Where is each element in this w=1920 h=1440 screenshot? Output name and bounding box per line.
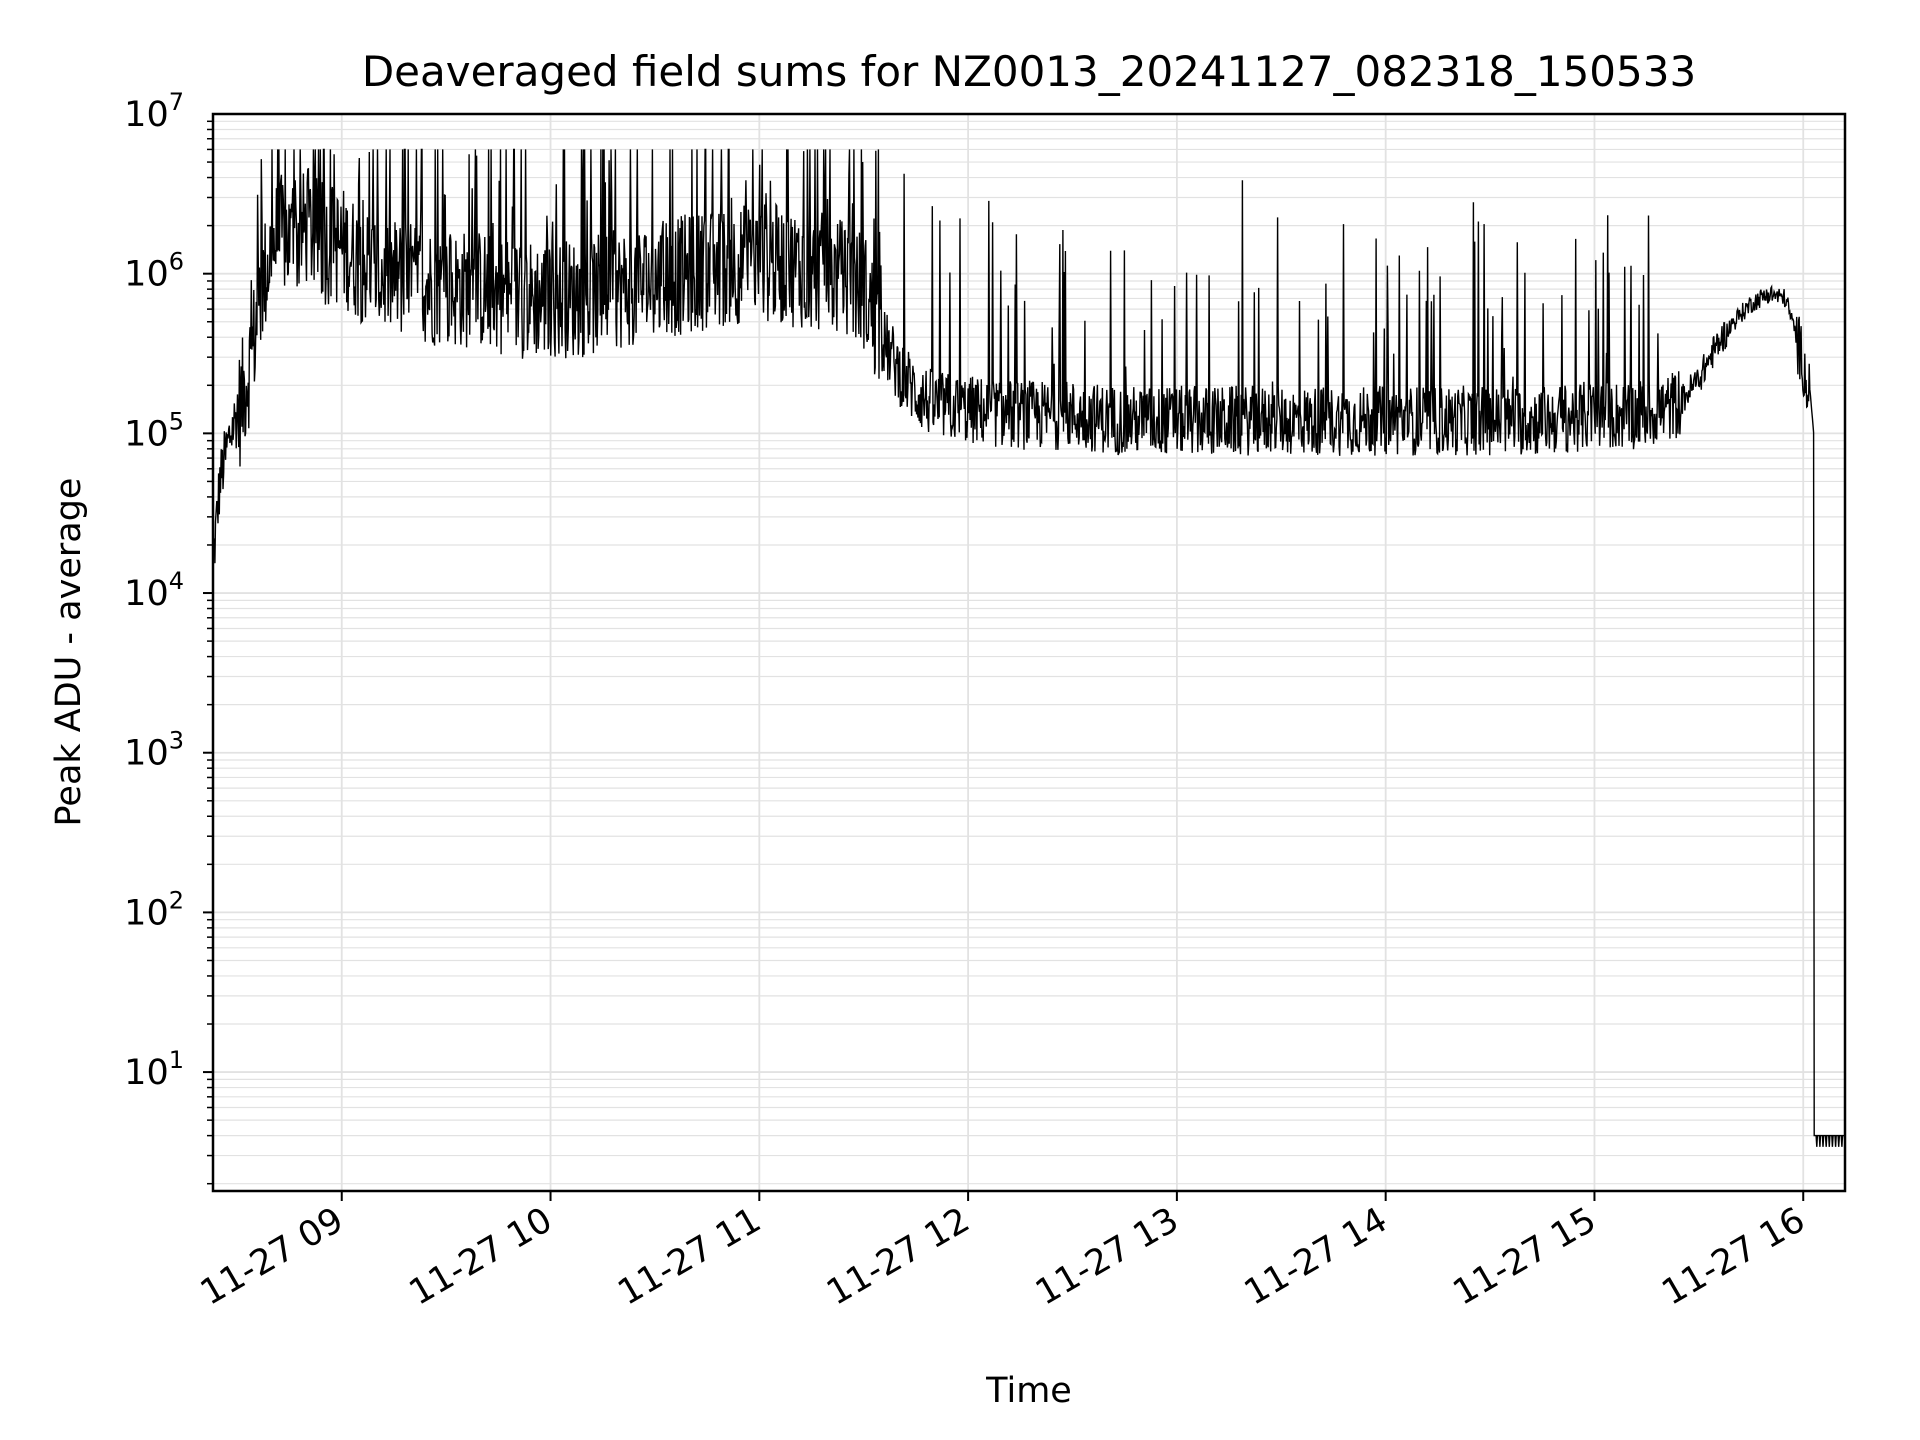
y-tick-label: 103	[124, 727, 184, 774]
y-tick-exponent: 2	[169, 886, 184, 914]
y-tick-exponent: 6	[169, 248, 184, 276]
y-tick-label: 102	[124, 886, 184, 933]
grid-lines	[213, 114, 1845, 1191]
y-tick-label: 107	[124, 88, 184, 135]
chart-title: Deaveraged field sums for NZ0013_2024112…	[362, 47, 1696, 96]
y-tick-exponent: 1	[169, 1046, 184, 1074]
y-tick-base: 10	[124, 414, 169, 454]
y-tick-label: 105	[124, 407, 184, 454]
y-tick-exponent: 4	[169, 567, 184, 595]
y-tick-label: 104	[124, 567, 184, 614]
y-tick-base: 10	[124, 255, 169, 295]
x-axis-label: Time	[985, 1371, 1072, 1411]
y-tick-exponent: 7	[169, 88, 184, 116]
y-tick-base: 10	[124, 574, 169, 614]
plot-frame	[211, 112, 1847, 1193]
y-tick-label: 101	[124, 1046, 184, 1093]
y-tick-base: 10	[124, 95, 169, 135]
y-axis-label: Peak ADU - average	[49, 478, 89, 827]
series-path	[212, 148, 1846, 1147]
y-tick-base: 10	[124, 893, 169, 933]
y-tick-base: 10	[124, 734, 169, 774]
data-series-line	[212, 148, 1846, 1147]
y-tick-exponent: 5	[169, 407, 184, 435]
y-tick-label: 106	[124, 248, 184, 295]
y-tick-base: 10	[124, 1053, 169, 1093]
y-tick-exponent: 3	[169, 727, 184, 755]
